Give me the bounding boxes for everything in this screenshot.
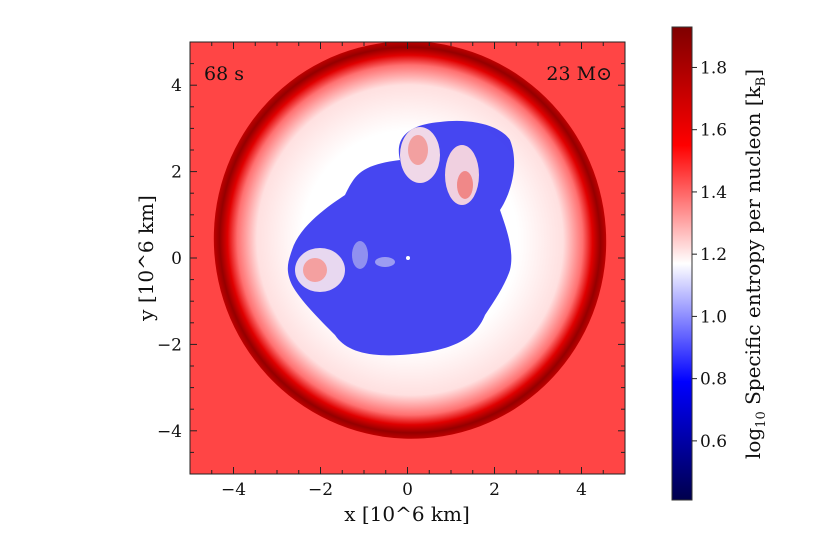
y-tick-label: −4	[157, 422, 182, 442]
x-tick-label: 2	[489, 480, 500, 500]
colorbar-tick-label: 0.6	[700, 432, 727, 452]
colorbar-tick-label: 1.4	[700, 183, 727, 203]
y-tick-label: 4	[171, 76, 182, 96]
mass-annotation: 23 M⊙	[546, 63, 612, 85]
colorbar-tick-label: 0.8	[700, 370, 727, 390]
colorbar-label: log10 Specific entropy per nucleon [kB]	[741, 69, 769, 459]
y-tick-label: 2	[171, 163, 182, 183]
x-tick-label: 4	[576, 480, 587, 500]
colorbar-tick-label: 1.0	[700, 307, 727, 327]
y-axis-label: y [10^6 km]	[134, 195, 158, 322]
time-annotation: 68 s	[204, 63, 244, 85]
colorbar-ticks: 0.6 0.8 1.0 1.2 1.4 1.6 1.8	[692, 58, 727, 452]
axis-ticks: −4 −2 0 2 4 −4 −2 0 2 4	[157, 41, 626, 500]
y-tick-label: −2	[157, 335, 182, 355]
colorbar	[671, 26, 693, 501]
colorbar-tick-label: 1.2	[700, 245, 727, 265]
x-tick-label: −4	[221, 480, 246, 500]
x-axis-label: x [10^6 km]	[344, 502, 470, 526]
heatmap-image	[190, 42, 625, 474]
colorbar-tick-label: 1.8	[700, 58, 727, 78]
y-tick-label: 0	[171, 249, 182, 269]
x-tick-label: 0	[402, 480, 413, 500]
x-tick-label: −2	[308, 480, 333, 500]
colorbar-tick-label: 1.6	[700, 121, 727, 141]
